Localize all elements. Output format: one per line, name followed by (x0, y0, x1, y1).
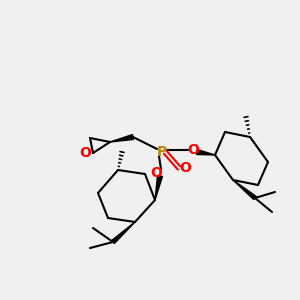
Polygon shape (196, 149, 215, 155)
Text: O: O (179, 161, 191, 175)
Text: P: P (157, 145, 167, 159)
Text: O: O (79, 146, 91, 160)
Polygon shape (233, 180, 256, 200)
Polygon shape (155, 176, 162, 200)
Polygon shape (110, 135, 134, 142)
Polygon shape (112, 222, 135, 244)
Text: O: O (187, 143, 199, 157)
Text: O: O (150, 166, 162, 180)
